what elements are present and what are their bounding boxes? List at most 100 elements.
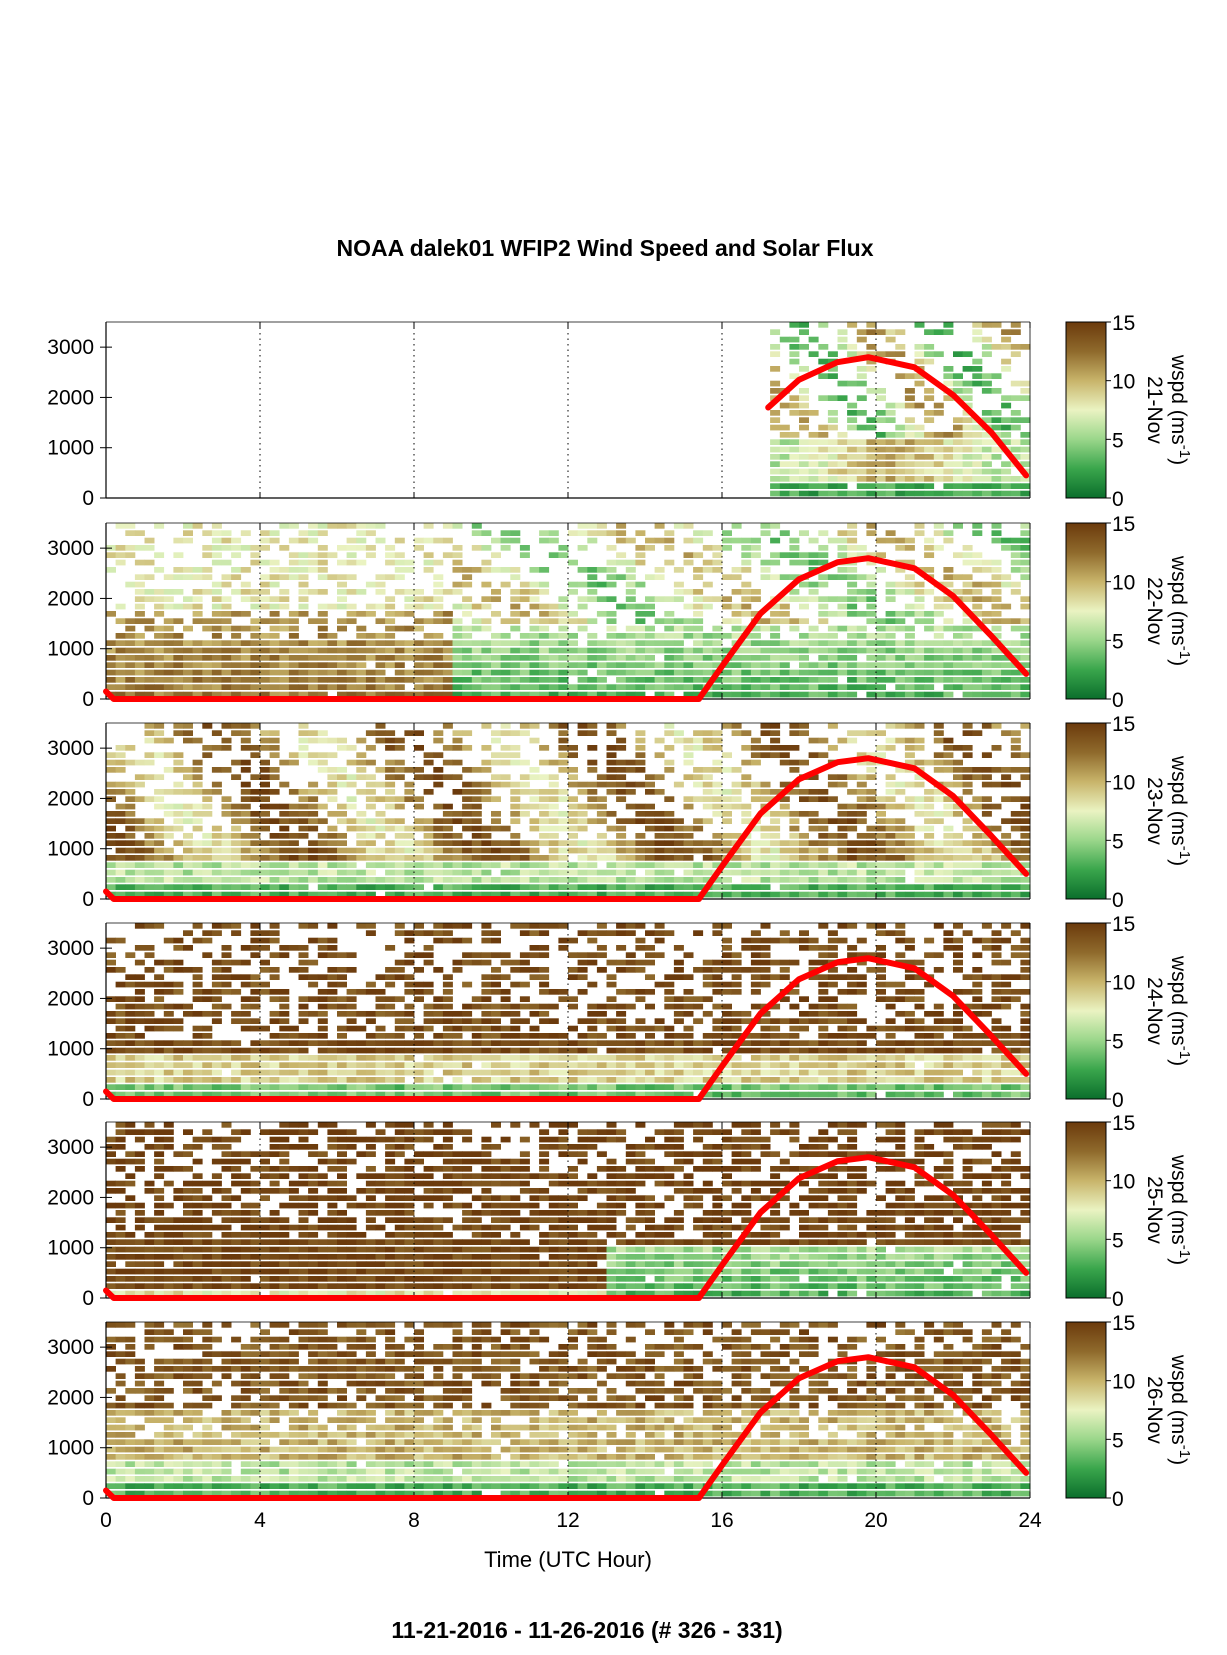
heatmap-cell bbox=[260, 559, 270, 566]
heatmap-cell bbox=[154, 1069, 165, 1076]
heatmap-cell bbox=[279, 1040, 290, 1046]
heatmap-cell bbox=[433, 877, 444, 883]
heatmap-cell bbox=[327, 862, 338, 868]
heatmap-cell bbox=[885, 589, 896, 595]
heatmap-cell bbox=[491, 730, 501, 736]
heatmap-cell bbox=[394, 967, 405, 973]
heatmap-cell bbox=[240, 1084, 251, 1090]
heatmap-cell bbox=[269, 662, 280, 668]
heatmap-cell bbox=[722, 833, 732, 839]
heatmap-cell bbox=[741, 803, 752, 810]
heatmap-cell bbox=[173, 959, 184, 966]
heatmap-cell bbox=[385, 789, 396, 795]
heatmap-cell bbox=[673, 818, 684, 824]
heatmap-cell bbox=[596, 952, 607, 958]
heatmap-cell bbox=[664, 611, 675, 617]
heatmap-cell bbox=[876, 490, 886, 497]
heatmap-cell bbox=[876, 618, 886, 624]
heatmap-cell bbox=[211, 684, 222, 690]
heatmap-cell bbox=[231, 774, 242, 780]
heatmap-cell bbox=[414, 923, 424, 929]
heatmap-cell bbox=[346, 825, 357, 832]
heatmap-cell bbox=[750, 589, 761, 595]
heatmap-cell bbox=[394, 1069, 405, 1076]
heatmap-cell bbox=[539, 530, 550, 536]
heatmap-cell bbox=[183, 723, 193, 729]
heatmap-cell bbox=[596, 684, 607, 690]
heatmap-cell bbox=[471, 603, 482, 610]
heatmap-cell bbox=[500, 662, 511, 668]
heatmap-cell bbox=[308, 959, 319, 966]
heatmap-cell bbox=[269, 603, 280, 610]
heatmap-cell bbox=[760, 884, 771, 890]
heatmap-cell bbox=[519, 847, 530, 854]
heatmap-cell bbox=[712, 759, 723, 766]
heatmap-cell bbox=[260, 781, 270, 788]
heatmap-cell bbox=[654, 618, 665, 624]
heatmap-cell bbox=[519, 774, 530, 780]
heatmap-cell bbox=[144, 1077, 155, 1083]
heatmap-cell bbox=[847, 490, 858, 497]
heatmap-cell bbox=[645, 1069, 655, 1076]
heatmap-cell bbox=[577, 1077, 588, 1083]
heatmap-cell bbox=[799, 530, 809, 536]
heatmap-cell bbox=[712, 923, 723, 929]
heatmap-cell bbox=[635, 884, 646, 890]
heatmap-cell bbox=[202, 1055, 213, 1061]
heatmap-cell bbox=[645, 662, 655, 668]
heatmap-cell bbox=[423, 1018, 434, 1024]
heatmap-cell bbox=[741, 884, 752, 890]
heatmap-cell bbox=[414, 1047, 424, 1054]
heatmap-cell bbox=[683, 552, 694, 558]
heatmap-cell bbox=[491, 818, 501, 824]
heatmap-cell bbox=[327, 523, 338, 529]
heatmap-cell bbox=[616, 847, 627, 854]
heatmap-cell bbox=[471, 530, 482, 536]
heatmap-cell bbox=[183, 1062, 193, 1068]
heatmap-cell bbox=[211, 833, 222, 839]
heatmap-cell bbox=[356, 923, 367, 929]
heatmap-cell bbox=[365, 884, 376, 890]
heatmap-cell bbox=[702, 737, 713, 744]
heatmap-cell bbox=[519, 803, 530, 810]
heatmap-cell bbox=[741, 774, 752, 780]
heatmap-cell bbox=[288, 669, 299, 676]
heatmap-cell bbox=[616, 552, 627, 558]
heatmap-cell bbox=[481, 1077, 492, 1083]
heatmap-cell bbox=[183, 730, 193, 736]
heatmap-cell bbox=[500, 537, 511, 544]
heatmap-cell bbox=[317, 589, 328, 595]
heatmap-cell bbox=[539, 825, 550, 832]
heatmap-cell bbox=[491, 862, 501, 868]
heatmap-cell bbox=[712, 640, 723, 646]
heatmap-cell bbox=[548, 862, 559, 868]
heatmap-cell bbox=[346, 1003, 357, 1010]
heatmap-cell bbox=[163, 647, 174, 654]
heatmap-cell bbox=[866, 640, 877, 646]
heatmap-cell bbox=[625, 923, 636, 929]
heatmap-cell bbox=[375, 684, 386, 690]
heatmap-cell bbox=[702, 1062, 713, 1068]
heatmap-cell bbox=[500, 640, 511, 646]
heatmap-cell bbox=[683, 825, 694, 832]
heatmap-cell bbox=[163, 737, 174, 744]
heatmap-cell bbox=[462, 825, 473, 832]
heatmap-cell bbox=[279, 647, 290, 654]
heatmap-cell bbox=[240, 730, 251, 736]
heatmap-cell bbox=[423, 1069, 434, 1076]
heatmap-cell bbox=[760, 855, 771, 861]
heatmap-cell bbox=[481, 1040, 492, 1046]
heatmap-cell bbox=[847, 402, 858, 409]
heatmap-cell bbox=[269, 633, 280, 639]
heatmap-cell bbox=[818, 446, 829, 453]
heatmap-cell bbox=[308, 618, 319, 624]
heatmap-cell bbox=[818, 833, 829, 839]
heatmap-cell bbox=[452, 759, 463, 766]
heatmap-cell bbox=[211, 611, 222, 617]
heatmap-cell bbox=[847, 633, 858, 639]
heatmap-cell bbox=[568, 974, 578, 980]
heatmap-cell bbox=[876, 640, 886, 646]
heatmap-cell bbox=[779, 869, 790, 876]
heatmap-cell bbox=[433, 884, 444, 890]
heatmap-cell bbox=[625, 655, 636, 661]
